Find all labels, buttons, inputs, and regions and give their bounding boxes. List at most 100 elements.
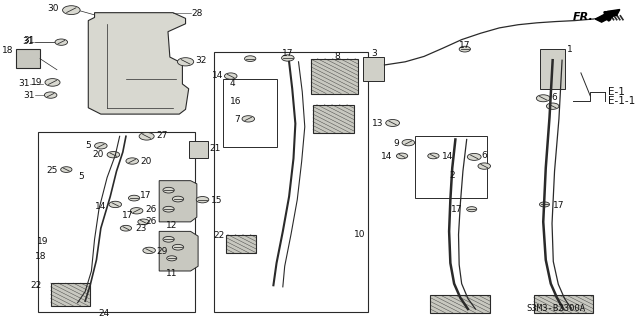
Circle shape (459, 46, 470, 52)
Polygon shape (88, 13, 189, 114)
Bar (415, 136, 487, 198)
Circle shape (163, 187, 174, 193)
Bar (311, 59, 358, 93)
Circle shape (63, 6, 80, 15)
Text: E-1: E-1 (608, 87, 625, 97)
Text: S3M3-B2300A: S3M3-B2300A (526, 304, 586, 313)
Bar (227, 234, 257, 253)
Text: 23: 23 (135, 224, 147, 233)
Circle shape (196, 197, 209, 203)
Circle shape (163, 206, 174, 212)
Text: 18: 18 (35, 252, 46, 261)
Bar (540, 49, 565, 89)
Circle shape (120, 225, 132, 231)
Text: 14: 14 (381, 152, 392, 161)
Text: 7: 7 (234, 115, 239, 124)
Bar (214, 52, 367, 312)
Text: 17: 17 (459, 41, 470, 50)
Circle shape (242, 116, 255, 122)
Text: 14: 14 (442, 152, 453, 161)
Text: 31: 31 (22, 37, 34, 46)
Text: 10: 10 (354, 230, 365, 239)
Circle shape (167, 256, 177, 261)
Text: 12: 12 (166, 221, 177, 230)
Circle shape (55, 39, 68, 45)
Circle shape (225, 73, 237, 79)
Circle shape (95, 143, 107, 149)
Text: 9: 9 (393, 139, 399, 148)
Circle shape (244, 56, 256, 62)
Circle shape (467, 207, 477, 212)
Text: 24: 24 (99, 309, 109, 318)
Bar (430, 295, 490, 313)
Text: 28: 28 (191, 9, 203, 18)
Circle shape (61, 167, 72, 173)
Text: 5: 5 (78, 172, 84, 182)
Text: 18: 18 (2, 46, 13, 55)
Circle shape (107, 152, 120, 158)
Text: 32: 32 (195, 56, 206, 65)
Bar (189, 141, 207, 159)
Bar (51, 283, 90, 306)
Circle shape (131, 208, 143, 214)
Text: 27: 27 (156, 131, 168, 140)
Circle shape (172, 196, 184, 202)
Polygon shape (159, 231, 198, 271)
Text: 21: 21 (209, 145, 221, 153)
Text: 1: 1 (567, 45, 573, 54)
Text: 5: 5 (86, 141, 92, 150)
Circle shape (143, 247, 156, 254)
Text: 19: 19 (37, 237, 49, 246)
Text: 31: 31 (24, 36, 35, 45)
Text: 22: 22 (30, 281, 41, 290)
Text: 3: 3 (371, 49, 377, 58)
Text: 17: 17 (451, 205, 463, 214)
Text: 26: 26 (145, 217, 157, 226)
Text: 17: 17 (282, 49, 294, 58)
Text: FR.: FR. (573, 12, 593, 22)
Circle shape (177, 58, 194, 66)
Circle shape (540, 202, 550, 207)
Circle shape (478, 163, 490, 169)
Text: 30: 30 (47, 4, 59, 13)
Text: 22: 22 (213, 231, 225, 240)
FancyArrow shape (595, 10, 620, 22)
Circle shape (45, 78, 60, 86)
Circle shape (282, 55, 294, 61)
Text: 25: 25 (46, 166, 58, 175)
Circle shape (402, 139, 415, 146)
Text: 14: 14 (212, 71, 223, 80)
Text: 29: 29 (157, 247, 168, 256)
Text: 17: 17 (122, 211, 133, 220)
Bar (38, 131, 195, 312)
Circle shape (428, 153, 439, 159)
Polygon shape (159, 181, 197, 222)
Circle shape (386, 120, 399, 126)
Circle shape (109, 201, 122, 208)
Text: 26: 26 (145, 205, 157, 214)
Circle shape (396, 153, 408, 159)
Circle shape (467, 153, 481, 160)
Bar (313, 105, 354, 133)
Bar (534, 295, 593, 313)
Bar (362, 57, 385, 81)
Circle shape (129, 195, 140, 201)
Text: 6: 6 (482, 151, 488, 160)
Circle shape (138, 219, 149, 225)
Text: 31: 31 (19, 79, 30, 88)
Text: E-1-1: E-1-1 (608, 96, 635, 106)
Bar (16, 49, 40, 68)
Text: 8: 8 (335, 52, 340, 61)
Bar (223, 79, 276, 147)
Text: 31: 31 (24, 91, 35, 100)
Text: 13: 13 (372, 119, 383, 128)
Text: 17: 17 (140, 191, 152, 200)
Text: 20: 20 (93, 150, 104, 159)
Text: 6: 6 (552, 93, 557, 102)
Text: 11: 11 (166, 269, 177, 278)
Circle shape (139, 132, 154, 140)
Text: 19: 19 (31, 78, 42, 87)
Circle shape (126, 158, 138, 164)
Circle shape (163, 236, 174, 242)
Text: 20: 20 (140, 157, 152, 166)
